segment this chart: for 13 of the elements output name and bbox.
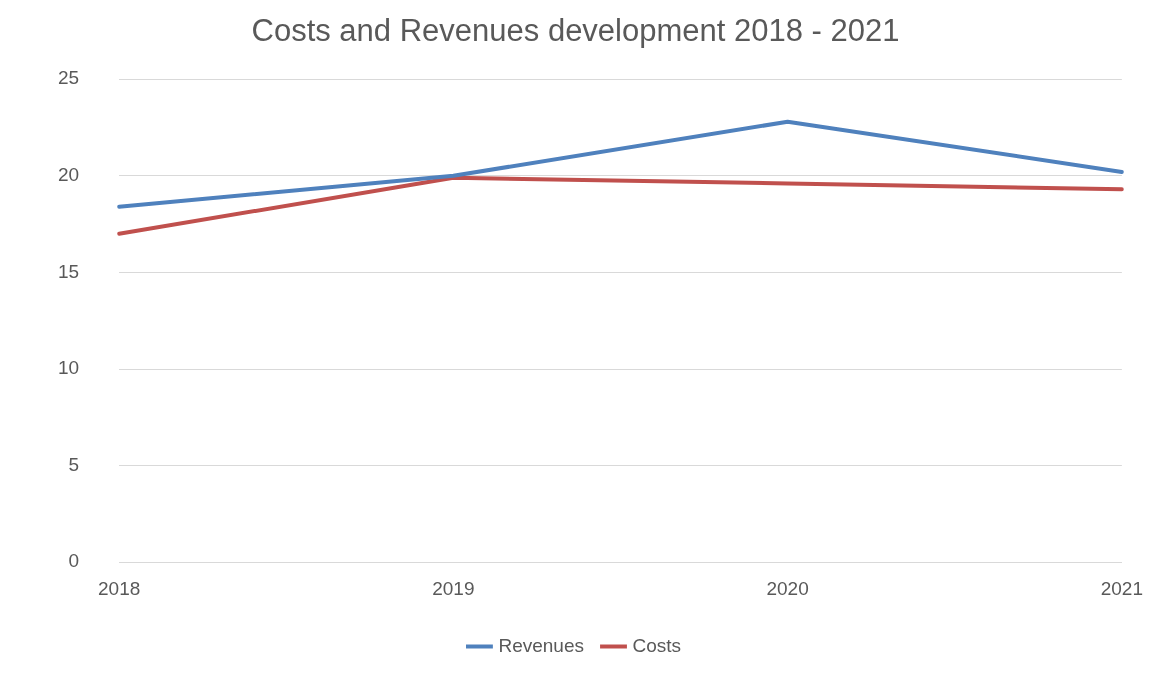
legend-label: Costs [632, 634, 682, 656]
y-tick-label: 25 [57, 67, 80, 89]
y-tick-label: 10 [57, 357, 80, 379]
y-tick-label: 0 [68, 550, 80, 572]
y-tick-label: 15 [57, 260, 80, 282]
legend-label: Revenues [498, 634, 584, 656]
y-tick-label: 5 [68, 453, 80, 475]
x-tick-label: 2020 [766, 577, 809, 599]
chart-title: Costs and Revenues development 2018 - 2021 [251, 13, 900, 49]
x-tick-label: 2018 [97, 577, 141, 599]
x-tick-label: 2019 [432, 577, 475, 599]
y-tick-label: 20 [57, 164, 80, 186]
x-tick-label: 2021 [1100, 577, 1144, 599]
